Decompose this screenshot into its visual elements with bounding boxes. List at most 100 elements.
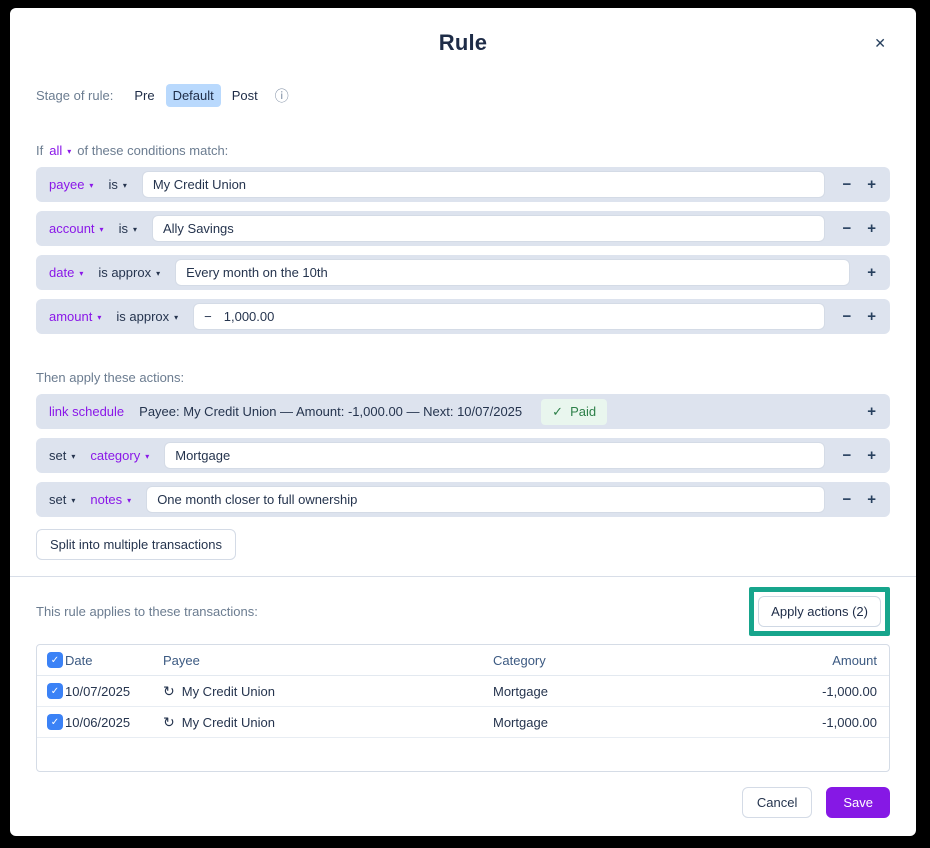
field-label: notes <box>90 492 123 507</box>
chevron-down-icon: ▾ <box>97 312 102 322</box>
apply-actions-highlight: Apply actions (2) <box>749 587 890 636</box>
row-checkbox[interactable]: ✓ <box>47 714 63 730</box>
condition-row-date: date ▾ is approx ▾ + <box>36 255 890 290</box>
recurring-icon: ↻ <box>163 682 175 699</box>
condition-value-input[interactable] <box>141 171 826 198</box>
conditions-prefix: If <box>36 143 44 158</box>
verb-label: set <box>49 448 67 463</box>
field-dropdown[interactable]: amount ▾ <box>49 309 101 324</box>
remove-action-button[interactable]: − <box>842 491 852 508</box>
rule-modal: Rule ✕ Stage of rule: Pre Default Post ⓘ… <box>10 8 916 836</box>
column-header-amount[interactable]: Amount <box>832 652 877 668</box>
action-row-link-schedule: link schedule Payee: My Credit Union — A… <box>36 394 890 429</box>
check-icon: ✓ <box>50 654 60 666</box>
row-checkbox[interactable]: ✓ <box>47 683 63 699</box>
operator-dropdown[interactable]: is ▾ <box>108 177 126 192</box>
field-dropdown[interactable]: category ▾ <box>90 448 149 463</box>
amount-sign-toggle[interactable]: − <box>204 309 212 324</box>
cell-date: 10/07/2025 <box>65 683 131 699</box>
actions-heading: Then apply these actions: <box>36 370 890 385</box>
column-header-date[interactable]: Date <box>65 652 93 668</box>
condition-row-account: account ▾ is ▾ − + <box>36 211 890 246</box>
conditions-operator: all <box>49 143 63 158</box>
add-action-button[interactable]: + <box>867 447 876 464</box>
add-condition-button[interactable]: + <box>867 264 876 281</box>
remove-condition-button[interactable]: − <box>842 176 852 193</box>
table-row[interactable]: ✓ 10/06/2025 ↻ My Credit Union Mortgage … <box>37 707 889 738</box>
row-buttons: − + <box>842 221 876 236</box>
condition-value-input[interactable] <box>151 215 826 242</box>
field-label: amount <box>49 309 93 324</box>
add-action-button[interactable]: + <box>867 491 876 508</box>
cell-payee: ↻ My Credit Union <box>163 683 493 700</box>
action-value-input[interactable] <box>164 442 826 469</box>
conditions-operator-dropdown[interactable]: all ▾ <box>49 143 71 158</box>
chevron-down-icon: ▾ <box>79 268 84 278</box>
field-dropdown[interactable]: account ▾ <box>49 221 104 236</box>
chevron-down-icon: ▾ <box>156 268 161 278</box>
action-row-category: set ▾ category ▾ − + <box>36 438 890 473</box>
table-row[interactable]: ✓ 10/07/2025 ↻ My Credit Union Mortgage … <box>37 676 889 707</box>
link-schedule-dropdown[interactable]: link schedule <box>49 404 125 419</box>
section-divider <box>10 576 916 577</box>
modal-footer: Cancel Save <box>36 775 890 818</box>
cancel-button[interactable]: Cancel <box>741 787 813 818</box>
recurring-icon: ↻ <box>163 713 175 730</box>
condition-row-payee: payee ▾ is ▾ − + <box>36 167 890 202</box>
stage-option-pre[interactable]: Pre <box>134 88 155 103</box>
table-header-row: ✓ Date Payee Category Amount <box>37 645 889 676</box>
amount-value: 1,000.00 <box>223 309 275 324</box>
chevron-down-icon: ▾ <box>99 224 104 234</box>
apply-actions-button[interactable]: Apply actions (2) <box>758 596 881 627</box>
transactions-table: ✓ Date Payee Category Amount ✓ 10/07/202… <box>36 644 890 772</box>
stage-option-post[interactable]: Post <box>231 88 258 103</box>
page-title: Rule <box>438 30 488 55</box>
row-buttons: − + <box>842 309 876 324</box>
conditions-heading: If all ▾ of these conditions match: <box>36 143 890 158</box>
save-button[interactable]: Save <box>826 787 890 818</box>
column-header-category[interactable]: Category <box>493 652 546 668</box>
operator-dropdown[interactable]: is approx ▾ <box>98 265 160 280</box>
remove-condition-button[interactable]: − <box>842 308 852 325</box>
close-icon[interactable]: ✕ <box>870 34 890 52</box>
verb-dropdown[interactable]: set ▾ <box>49 492 75 507</box>
stage-label: Stage of rule: <box>36 88 114 103</box>
field-dropdown[interactable]: payee ▾ <box>49 177 93 192</box>
condition-value-input[interactable] <box>175 259 851 286</box>
payee-name: My Credit Union <box>181 714 275 730</box>
info-icon[interactable]: ⓘ <box>274 87 289 104</box>
conditions-suffix: of these conditions match: <box>77 143 229 158</box>
select-all-checkbox[interactable]: ✓ <box>47 652 63 668</box>
action-value-input[interactable] <box>146 486 826 513</box>
operator-dropdown[interactable]: is approx ▾ <box>116 309 178 324</box>
transactions-header: This rule applies to these transactions:… <box>36 587 890 636</box>
split-transactions-button[interactable]: Split into multiple transactions <box>36 529 236 560</box>
add-condition-button[interactable]: + <box>867 176 876 193</box>
modal-header: Rule ✕ <box>36 30 890 62</box>
cell-amount: -1,000.00 <box>822 714 877 730</box>
column-header-payee[interactable]: Payee <box>163 652 200 668</box>
schedule-description: Payee: My Credit Union — Amount: -1,000.… <box>139 404 523 419</box>
remove-action-button[interactable]: − <box>842 447 852 464</box>
operator-dropdown[interactable]: is ▾ <box>119 221 137 236</box>
stage-option-default[interactable]: Default <box>165 84 221 107</box>
add-action-button[interactable]: + <box>867 403 876 420</box>
amount-value-input[interactable]: − 1,000.00 <box>193 303 826 330</box>
payee-name: My Credit Union <box>181 683 275 699</box>
chevron-down-icon: ▾ <box>67 146 72 156</box>
paid-badge-label: Paid <box>570 404 597 419</box>
add-condition-button[interactable]: + <box>867 220 876 237</box>
operator-label: is approx <box>116 309 170 324</box>
chevron-down-icon: ▾ <box>89 180 94 190</box>
action-row-notes: set ▾ notes ▾ − + <box>36 482 890 517</box>
verb-dropdown[interactable]: set ▾ <box>49 448 75 463</box>
chevron-down-icon: ▾ <box>71 451 76 461</box>
cell-date: 10/06/2025 <box>65 714 131 730</box>
field-dropdown[interactable]: date ▾ <box>49 265 83 280</box>
row-buttons: − + <box>842 448 876 463</box>
remove-condition-button[interactable]: − <box>842 220 852 237</box>
row-buttons: + <box>867 404 876 419</box>
add-condition-button[interactable]: + <box>867 308 876 325</box>
field-dropdown[interactable]: notes ▾ <box>90 492 131 507</box>
operator-label: is <box>118 221 128 236</box>
